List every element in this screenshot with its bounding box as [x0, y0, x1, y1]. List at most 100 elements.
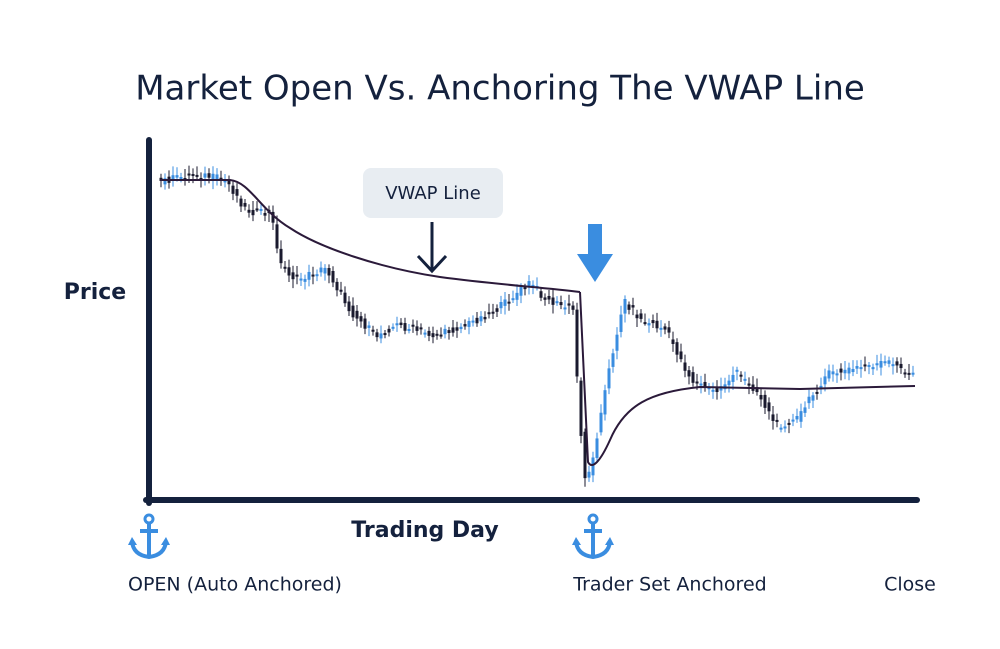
vwap-line	[579, 291, 916, 466]
candle-body	[683, 362, 687, 371]
candle-body	[851, 368, 855, 373]
candle-body	[543, 297, 547, 300]
candle-body	[303, 278, 307, 282]
candle-body	[351, 305, 355, 318]
candle-body	[199, 177, 203, 180]
candle-body	[651, 320, 655, 324]
candle-body	[715, 388, 719, 393]
candle-body	[503, 299, 507, 306]
candle-body	[727, 380, 731, 386]
candle-body	[775, 419, 779, 422]
candle-body	[847, 367, 851, 374]
candle-body	[739, 374, 743, 377]
candle-body	[735, 369, 739, 372]
candle-body	[211, 173, 215, 181]
candle-body	[799, 411, 803, 422]
y-axis-label: Price	[64, 280, 126, 305]
candle-body	[591, 457, 595, 476]
candle-body	[907, 372, 911, 375]
candle-body	[835, 373, 839, 376]
candle-body	[175, 175, 179, 178]
candle-body	[663, 326, 667, 330]
candle-body	[583, 431, 587, 479]
candle-body	[427, 330, 431, 336]
candle-body	[483, 316, 487, 320]
candle-body	[191, 174, 195, 177]
anchor-icon	[572, 513, 614, 560]
end-label: Close	[884, 574, 936, 596]
candle-body	[731, 374, 735, 382]
candle-body	[487, 312, 491, 315]
candle-body	[611, 353, 615, 367]
candle-body	[667, 327, 671, 333]
candle-body	[811, 395, 815, 401]
candle-body	[607, 368, 611, 389]
candle-body	[323, 267, 327, 274]
candle-body	[679, 351, 683, 360]
candle-body	[187, 173, 191, 176]
anchor-ring	[143, 513, 155, 525]
candle-body	[327, 268, 331, 276]
candle-body	[287, 267, 291, 276]
candle-body	[279, 248, 283, 264]
candle-body	[195, 174, 199, 177]
candle-body	[555, 301, 559, 304]
anchor-arms	[130, 540, 168, 560]
candle-body	[227, 179, 231, 185]
candle-body	[787, 422, 791, 425]
candle-body	[587, 471, 591, 478]
anchor-arms	[574, 540, 612, 560]
candle-body	[431, 333, 435, 338]
anchor-label: OPEN (Auto Anchored)	[128, 574, 342, 596]
vwap-line	[160, 179, 581, 293]
candle-body	[215, 174, 219, 180]
candle-body	[435, 333, 439, 336]
candle-body	[635, 314, 639, 319]
candle-body	[643, 322, 647, 325]
candle-body	[867, 364, 871, 367]
candle-body	[455, 327, 459, 331]
candle-body	[623, 298, 627, 314]
anchor-icon	[128, 513, 170, 560]
callout-text: VWAP Line	[385, 183, 481, 204]
candle-body	[695, 381, 699, 384]
candle-body	[783, 426, 787, 429]
anchor-ring	[587, 513, 599, 525]
candle-body	[459, 326, 463, 330]
candle-body	[315, 274, 319, 277]
candle-body	[655, 320, 659, 329]
candle-body	[815, 391, 819, 394]
candle-body	[395, 323, 399, 326]
candle-body	[163, 178, 167, 185]
candle-body	[647, 323, 651, 326]
candle-body	[743, 378, 747, 381]
callout-arrow	[416, 222, 448, 274]
candle-body	[791, 419, 795, 422]
candle-body	[359, 316, 363, 322]
candle-body	[347, 301, 351, 312]
candle-body	[207, 173, 211, 178]
callout-box	[363, 168, 503, 218]
candle-body	[875, 363, 879, 366]
candle-body	[331, 271, 335, 283]
candle-body	[407, 328, 411, 331]
candle-body	[639, 313, 643, 319]
candle-body	[491, 311, 495, 314]
candle-body	[903, 372, 907, 375]
candle-body	[479, 316, 483, 322]
candle-body	[391, 326, 395, 329]
candle-body	[507, 301, 511, 304]
candle-body	[619, 314, 623, 332]
anchor-fluke	[605, 537, 614, 545]
candle-body	[447, 330, 451, 334]
candle-body	[755, 387, 759, 393]
candle-body	[295, 274, 299, 277]
candle-body	[511, 298, 515, 301]
candle-body	[859, 367, 863, 370]
candle-body	[527, 281, 531, 288]
candle-body	[467, 320, 471, 327]
candle-body	[579, 380, 583, 436]
candle-body	[855, 366, 859, 369]
candle-body	[179, 176, 183, 179]
candle-body	[335, 281, 339, 291]
